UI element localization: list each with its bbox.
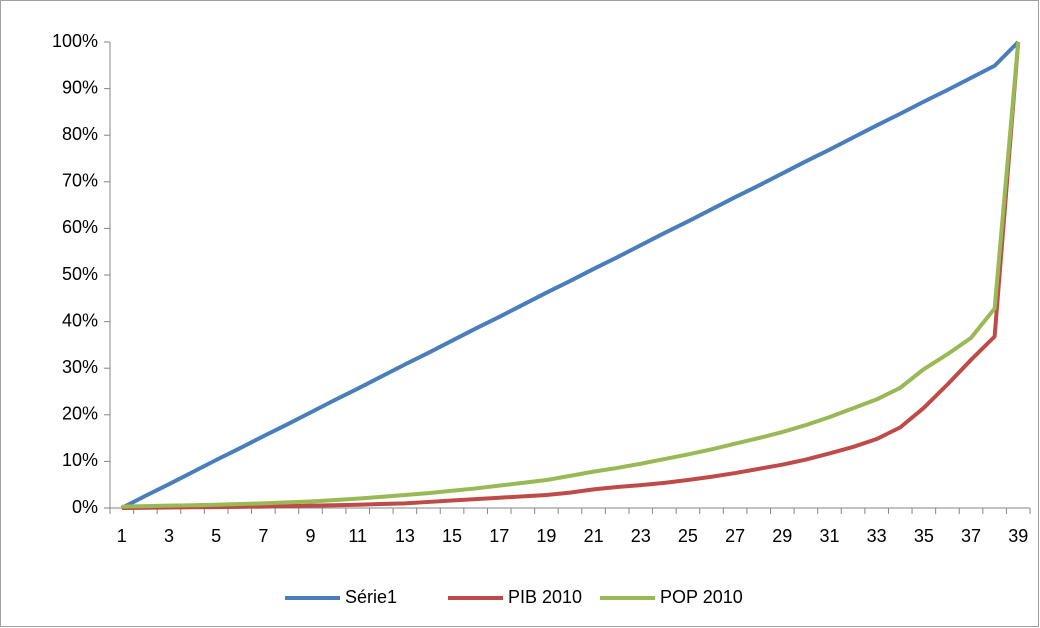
legend-label: PIB 2010 [508, 587, 582, 607]
x-tick-label: 27 [725, 526, 745, 546]
y-tick-label: 40% [62, 310, 98, 330]
y-tick-label: 90% [62, 77, 98, 97]
x-tick-label: 23 [631, 526, 651, 546]
x-tick-label: 9 [306, 526, 316, 546]
x-tick-label: 37 [961, 526, 981, 546]
y-tick-label: 100% [52, 31, 98, 51]
x-tick-label: 5 [211, 526, 221, 546]
series-line [121, 41, 1021, 510]
series-line [121, 41, 1021, 509]
x-tick-label: 39 [1008, 526, 1028, 546]
x-tick-label: 21 [584, 526, 604, 546]
x-tick-label: 15 [442, 526, 462, 546]
x-tick-label: 19 [536, 526, 556, 546]
legend-label: POP 2010 [660, 587, 743, 607]
legend-label: Série1 [345, 587, 397, 607]
x-tick-label: 33 [867, 526, 887, 546]
x-tick-label: 31 [819, 526, 839, 546]
y-tick-label: 70% [62, 171, 98, 191]
x-tick-label: 35 [914, 526, 934, 546]
x-tick-label: 17 [489, 526, 509, 546]
y-tick-label: 0% [72, 497, 98, 517]
y-tick-label: 20% [62, 404, 98, 424]
x-tick-label: 13 [395, 526, 415, 546]
x-tick-label: 11 [348, 526, 367, 546]
y-tick-label: 30% [62, 357, 98, 377]
x-tick-label: 29 [772, 526, 792, 546]
x-tick-label: 1 [117, 526, 127, 546]
y-tick-label: 50% [62, 264, 98, 284]
x-tick-label: 7 [258, 526, 268, 546]
y-tick-label: 10% [62, 450, 98, 470]
x-tick-label: 25 [678, 526, 698, 546]
x-tick-label: 3 [164, 526, 174, 546]
series-line [120, 40, 1020, 510]
y-tick-label: 80% [62, 124, 98, 144]
y-tick-label: 60% [62, 217, 98, 237]
